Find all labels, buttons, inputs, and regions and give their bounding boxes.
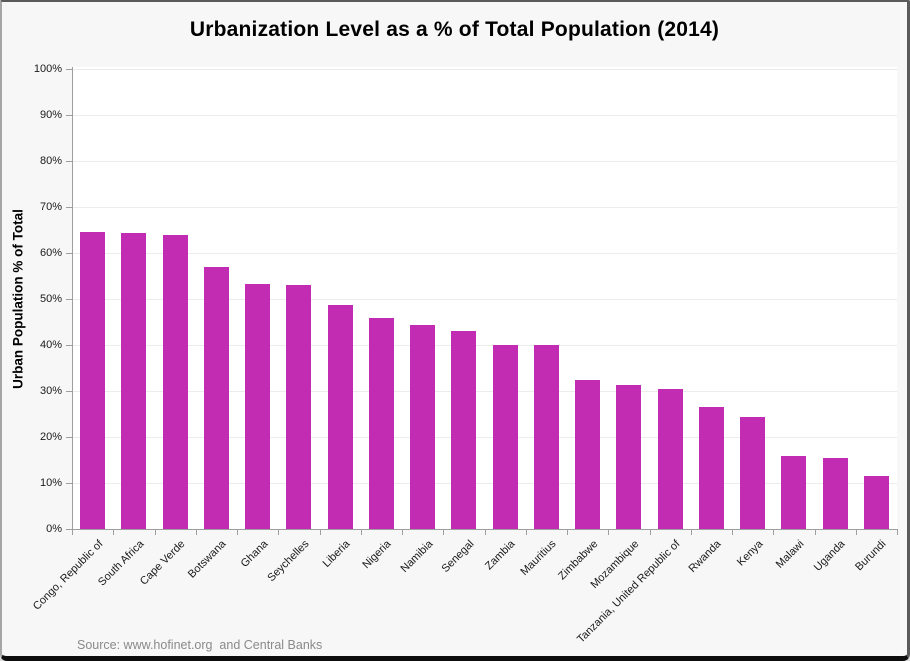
x-tick-mark — [856, 530, 857, 535]
x-tick-mark — [526, 530, 527, 535]
x-tick-mark — [815, 530, 816, 535]
x-axis-label: Namibia — [398, 538, 436, 576]
y-tick-label: 20% — [39, 431, 62, 443]
y-tick-mark — [66, 299, 72, 300]
y-tick-mark — [66, 253, 72, 254]
bar — [740, 417, 766, 529]
y-tick-label: 60% — [39, 247, 62, 259]
y-tick-mark — [66, 345, 72, 346]
y-tick-label: 30% — [39, 385, 62, 397]
bar — [575, 380, 601, 529]
y-tick-label: 0% — [46, 523, 62, 535]
bar — [451, 331, 477, 529]
gridline — [72, 161, 897, 162]
bar — [121, 233, 147, 529]
bar — [410, 325, 436, 529]
x-axis-label: Senegal — [439, 538, 477, 576]
x-tick-mark — [608, 530, 609, 535]
x-axis-label: Malawi — [773, 538, 807, 571]
y-tick-mark — [66, 69, 72, 70]
x-tick-mark — [320, 530, 321, 535]
x-tick-mark — [485, 530, 486, 535]
gridline — [72, 69, 897, 70]
bar — [203, 267, 229, 529]
gridline — [72, 483, 897, 484]
x-axis-label: Congo, Republic of — [30, 538, 106, 613]
plot-background — [72, 67, 897, 529]
x-tick-mark — [155, 530, 156, 535]
y-tick-label: 100% — [33, 63, 62, 75]
y-tick-mark — [66, 529, 72, 530]
x-axis-label: Mauritius — [518, 538, 559, 579]
gridline — [72, 253, 897, 254]
x-tick-mark — [567, 530, 568, 535]
gridline — [72, 207, 897, 208]
y-axis-line — [72, 67, 73, 529]
x-tick-mark — [897, 530, 898, 535]
bar — [657, 389, 683, 529]
bar — [533, 345, 559, 529]
x-axis-label: Uganda — [811, 538, 848, 574]
x-axis-label: Burundi — [853, 538, 889, 574]
y-tick-mark — [66, 115, 72, 116]
x-tick-mark — [650, 530, 651, 535]
x-tick-mark — [361, 530, 362, 535]
y-tick-mark — [66, 161, 72, 162]
gridline — [72, 299, 897, 300]
gridline — [72, 437, 897, 438]
x-axis-label: Kenya — [734, 538, 766, 569]
gridline — [72, 391, 897, 392]
y-tick-label: 90% — [39, 109, 62, 121]
x-tick-mark — [443, 530, 444, 535]
y-tick-mark — [66, 483, 72, 484]
y-tick-label: 10% — [39, 477, 62, 489]
x-tick-mark — [732, 530, 733, 535]
x-axis-label: Ghana — [238, 538, 271, 570]
source-note: Source: www.hofinet.org and Central Bank… — [77, 638, 323, 652]
bar — [245, 284, 271, 529]
x-axis-line — [72, 529, 898, 530]
bar — [781, 456, 807, 529]
x-tick-mark — [113, 530, 114, 535]
x-tick-mark — [402, 530, 403, 535]
chart-title: Urbanization Level as a % of Total Popul… — [189, 18, 720, 41]
x-axis-label: Zambia — [483, 538, 518, 573]
x-axis-label: Seychelles — [265, 538, 312, 585]
gridline — [72, 115, 897, 116]
bar — [822, 458, 848, 529]
x-tick-mark — [196, 530, 197, 535]
bar — [80, 232, 106, 529]
x-tick-mark — [278, 530, 279, 535]
bar — [162, 235, 188, 529]
y-tick-label: 80% — [39, 155, 62, 167]
y-tick-label: 50% — [39, 293, 62, 305]
y-tick-label: 40% — [39, 339, 62, 351]
gridline — [72, 345, 897, 346]
x-axis-label: Rwanda — [686, 538, 724, 576]
bar — [327, 305, 353, 529]
x-tick-mark — [773, 530, 774, 535]
y-tick-mark — [66, 207, 72, 208]
x-axis-label: Nigeria — [360, 538, 394, 572]
x-axis-label: Liberia — [320, 538, 353, 570]
bar — [698, 407, 724, 529]
x-tick-mark — [72, 530, 73, 535]
y-tick-label: 70% — [39, 201, 62, 213]
bar — [616, 385, 642, 529]
y-tick-mark — [66, 391, 72, 392]
bar — [492, 345, 518, 529]
bar — [368, 318, 394, 529]
x-tick-mark — [237, 530, 238, 535]
bar — [863, 476, 889, 529]
x-axis-label: Botswana — [186, 538, 229, 581]
bar — [286, 285, 312, 529]
y-tick-mark — [66, 437, 72, 438]
x-tick-mark — [691, 530, 692, 535]
